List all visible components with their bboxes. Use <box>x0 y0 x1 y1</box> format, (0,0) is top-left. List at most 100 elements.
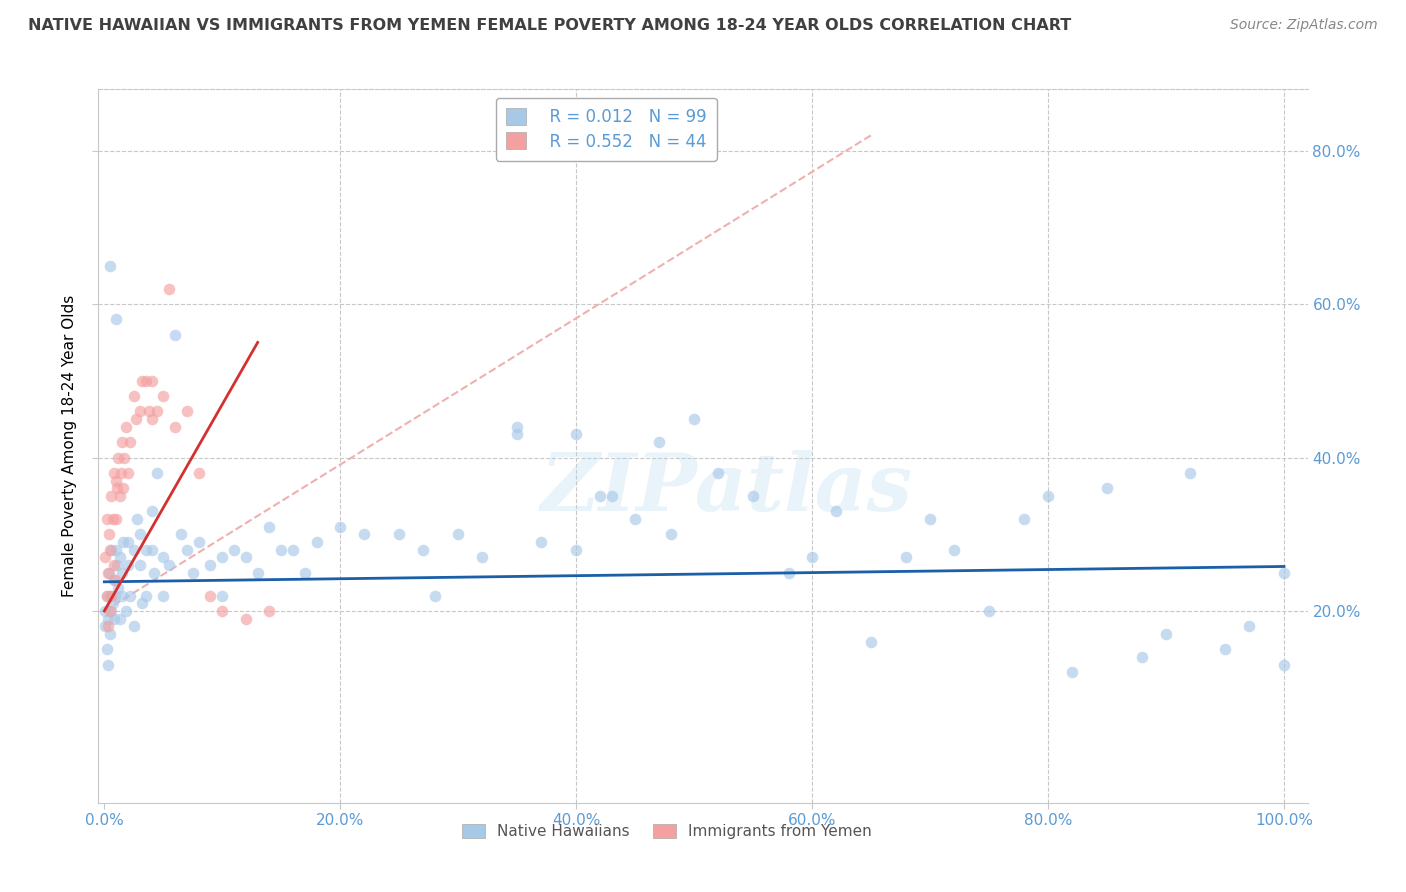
Point <box>165 419 187 434</box>
Point <box>235 612 257 626</box>
Point <box>235 550 257 565</box>
Point <box>122 619 145 633</box>
Point <box>131 596 153 610</box>
Point <box>742 489 765 503</box>
Point <box>157 282 180 296</box>
Point <box>222 542 245 557</box>
Point <box>706 466 728 480</box>
Point <box>1060 665 1083 680</box>
Point <box>117 466 139 480</box>
Point <box>97 612 120 626</box>
Point <box>94 604 117 618</box>
Point <box>1154 627 1177 641</box>
Point <box>103 574 125 588</box>
Point <box>105 542 128 557</box>
Point <box>120 589 142 603</box>
Point <box>98 604 121 618</box>
Point <box>187 466 209 480</box>
Point <box>530 535 553 549</box>
Point <box>423 589 446 603</box>
Point <box>103 558 125 572</box>
Point <box>200 589 222 603</box>
Point <box>111 435 134 450</box>
Point <box>412 542 434 557</box>
Point <box>111 566 134 580</box>
Point <box>135 589 157 603</box>
Point <box>801 550 824 565</box>
Point <box>146 466 169 480</box>
Point <box>141 504 163 518</box>
Point <box>97 657 120 672</box>
Point <box>112 481 135 495</box>
Point <box>187 535 209 549</box>
Point <box>176 542 198 557</box>
Point <box>100 604 122 618</box>
Point <box>920 512 942 526</box>
Point <box>105 512 128 526</box>
Point <box>565 542 588 557</box>
Point <box>141 374 163 388</box>
Point <box>135 374 157 388</box>
Point <box>105 481 128 495</box>
Point <box>1095 481 1118 495</box>
Point <box>100 589 122 603</box>
Point <box>108 489 131 503</box>
Point <box>270 542 292 557</box>
Point <box>281 542 304 557</box>
Point <box>152 550 174 565</box>
Point <box>1036 489 1059 503</box>
Point <box>157 558 180 572</box>
Point <box>94 550 117 565</box>
Point <box>165 327 187 342</box>
Point <box>96 512 118 526</box>
Point <box>101 596 124 610</box>
Point <box>141 412 163 426</box>
Point <box>624 512 647 526</box>
Point <box>98 527 121 541</box>
Point <box>122 389 145 403</box>
Point <box>1014 512 1036 526</box>
Point <box>122 542 145 557</box>
Point <box>104 589 127 603</box>
Text: ZIPatlas: ZIPatlas <box>541 450 914 527</box>
Point <box>125 412 148 426</box>
Point <box>824 504 846 518</box>
Point <box>200 558 222 572</box>
Point <box>589 489 612 503</box>
Point <box>211 589 233 603</box>
Point <box>98 627 121 641</box>
Point <box>131 374 153 388</box>
Point <box>120 435 142 450</box>
Point <box>506 427 529 442</box>
Point <box>100 489 122 503</box>
Point <box>98 589 121 603</box>
Point <box>128 527 150 541</box>
Y-axis label: Female Poverty Among 18-24 Year Olds: Female Poverty Among 18-24 Year Olds <box>62 295 77 597</box>
Point <box>977 604 1000 618</box>
Point <box>659 527 682 541</box>
Point <box>97 619 120 633</box>
Point <box>103 612 125 626</box>
Point <box>1132 650 1154 665</box>
Point <box>896 550 918 565</box>
Point <box>97 566 120 580</box>
Point <box>103 466 125 480</box>
Point <box>1272 657 1295 672</box>
Point <box>108 612 131 626</box>
Point <box>506 419 529 434</box>
Point <box>152 589 174 603</box>
Point <box>565 427 588 442</box>
Point <box>112 450 135 465</box>
Point <box>1178 466 1201 480</box>
Point <box>105 312 128 326</box>
Point <box>1237 619 1260 633</box>
Point <box>107 581 129 595</box>
Point <box>471 550 494 565</box>
Point <box>146 404 169 418</box>
Point <box>96 642 118 657</box>
Point <box>211 550 233 565</box>
Point <box>141 542 163 557</box>
Point <box>353 527 375 541</box>
Point <box>107 450 129 465</box>
Point <box>128 558 150 572</box>
